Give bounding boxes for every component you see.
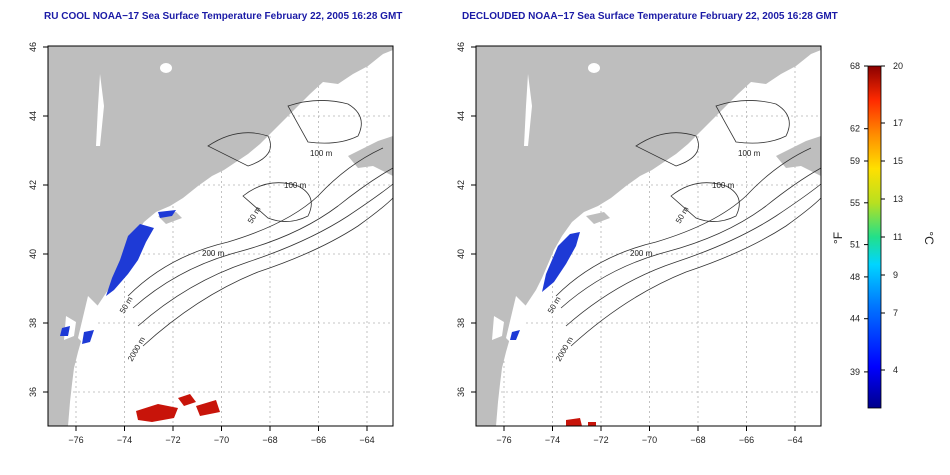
- contour-label: 200 m: [630, 249, 653, 258]
- colorbar-gradient: [867, 65, 882, 409]
- celsius-tick-label: 9: [893, 270, 898, 280]
- contour-label: 100 m: [284, 181, 307, 190]
- lat-tick-label: 42: [28, 180, 38, 190]
- celsius-tick-label: 4: [893, 365, 898, 375]
- lon-tick-label: −70: [642, 435, 657, 445]
- contour-label: 100 m: [712, 181, 735, 190]
- bathymetry-contours: [127, 100, 394, 347]
- lon-tick-label: −74: [117, 435, 132, 445]
- lat-tick-label: 40: [28, 249, 38, 259]
- bathymetry-contours: [555, 100, 822, 347]
- lon-tick-label: −64: [787, 435, 802, 445]
- celsius-tick-label: 15: [893, 156, 903, 166]
- contour-label: 200 m: [202, 249, 225, 258]
- lon-tick-label: −64: [359, 435, 374, 445]
- warm-water-patches: [566, 418, 596, 426]
- celsius-tick-label: 20: [893, 61, 903, 71]
- contour-label: 100 m: [310, 149, 333, 158]
- lat-tick-label: 40: [456, 249, 466, 259]
- fahrenheit-tick-label: 48: [850, 272, 860, 282]
- lat-tick-label: 44: [28, 111, 38, 121]
- lat-tick-label: 44: [456, 111, 466, 121]
- lon-tick-label: −74: [545, 435, 560, 445]
- lon-tick-label: −66: [739, 435, 754, 445]
- fahrenheit-tick-label: 62: [850, 124, 860, 134]
- sst-map-panel-left: 100 m 100 m 50 m 200 m 50 m 2000 m −76 −7…: [28, 42, 394, 445]
- fahrenheit-tick-label: 44: [850, 314, 860, 324]
- map-title-left: RU COOL NOAA−17 Sea Surface Temperature …: [44, 11, 403, 22]
- lon-tick-label: −72: [593, 435, 608, 445]
- land-mass: [48, 46, 393, 426]
- lon-tick-label: −76: [496, 435, 511, 445]
- sst-map-panel-right: 100 m 100 m 50 m 200 m 50 m 2000 m −76 −7…: [456, 42, 822, 445]
- lat-tick-label: 36: [456, 387, 466, 397]
- fahrenheit-tick-label: 59: [850, 156, 860, 166]
- contour-label: 100 m: [738, 149, 761, 158]
- lat-tick-label: 46: [456, 42, 466, 52]
- celsius-tick-label: 17: [893, 118, 903, 128]
- map-title-right: DECLOUDED NOAA−17 Sea Surface Temperatur…: [462, 11, 838, 22]
- lat-tick-label: 38: [28, 318, 38, 328]
- cold-water-patches: [60, 210, 176, 344]
- temperature-colorbar: 68 62 59 55 51 48 44 39 20 17 15 13 11 9 7 4 °F °C: [831, 61, 936, 409]
- celsius-tick-label: 13: [893, 194, 903, 204]
- fahrenheit-tick-label: 39: [850, 367, 860, 377]
- fahrenheit-tick-label: 68: [850, 61, 860, 71]
- celsius-axis-label: °C: [922, 231, 936, 245]
- lat-tick-label: 42: [456, 180, 466, 190]
- lat-tick-label: 38: [456, 318, 466, 328]
- lat-tick-label: 36: [28, 387, 38, 397]
- lon-tick-label: −68: [690, 435, 705, 445]
- lon-tick-label: −70: [214, 435, 229, 445]
- lon-tick-label: −72: [165, 435, 180, 445]
- celsius-tick-label: 7: [893, 308, 898, 318]
- fahrenheit-axis-label: °F: [831, 232, 845, 244]
- lon-tick-label: −76: [68, 435, 83, 445]
- cold-water-patches: [510, 232, 580, 340]
- land-mass: [476, 46, 821, 426]
- warm-water-patches: [136, 394, 220, 422]
- fahrenheit-tick-label: 51: [850, 240, 860, 250]
- lon-tick-label: −68: [262, 435, 277, 445]
- fahrenheit-tick-label: 55: [850, 198, 860, 208]
- lat-tick-label: 46: [28, 42, 38, 52]
- lon-tick-label: −66: [311, 435, 326, 445]
- celsius-tick-label: 11: [893, 232, 902, 242]
